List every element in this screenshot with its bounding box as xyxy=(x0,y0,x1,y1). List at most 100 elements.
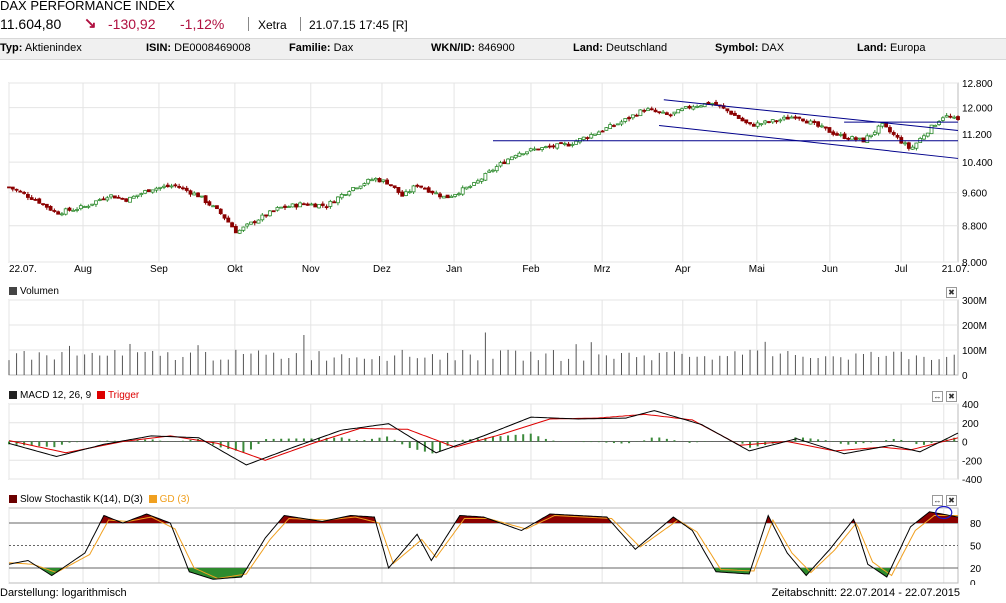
macd-hist-bar xyxy=(280,438,283,442)
candle-body xyxy=(116,196,121,199)
candle-body xyxy=(574,140,579,145)
x-tick-label: Aug xyxy=(74,264,92,275)
candle-body xyxy=(233,226,238,234)
candle-body xyxy=(857,137,862,140)
candle-body xyxy=(120,197,125,200)
candle-body xyxy=(63,208,68,215)
candle-body xyxy=(294,203,299,208)
candle-body xyxy=(305,203,310,206)
gd-label: GD (3) xyxy=(159,494,190,505)
macd-hist-bar xyxy=(348,438,351,442)
candle-body xyxy=(385,179,389,185)
macd-hist-bar xyxy=(491,437,494,442)
candle-body xyxy=(14,188,19,191)
candle-body xyxy=(634,114,639,117)
gd-swatch xyxy=(148,495,157,503)
candle-body xyxy=(86,205,91,208)
candle-body xyxy=(831,131,836,135)
macd-hist-bar xyxy=(393,439,396,442)
macd-hist-bar xyxy=(658,437,661,442)
candle-body xyxy=(52,210,57,212)
scale-info: Darstellung: logarithmisch xyxy=(0,587,127,599)
candle-body xyxy=(619,121,624,125)
candle-body xyxy=(922,135,926,140)
macd-hist-bar xyxy=(953,437,956,442)
candle-body xyxy=(740,117,745,122)
wkn-label: WKN/ID: xyxy=(431,42,475,54)
candle-body xyxy=(313,203,318,208)
candle-body xyxy=(468,185,473,188)
macd-hist-bar xyxy=(907,440,910,442)
candle-body xyxy=(642,109,647,112)
panel-frame xyxy=(8,299,959,376)
candle-body xyxy=(332,201,337,204)
macd-hist-bar xyxy=(862,441,865,444)
candle-body xyxy=(267,210,272,217)
candle-body xyxy=(464,186,469,190)
close-icon[interactable]: ✖ xyxy=(946,391,957,402)
candle-body xyxy=(351,187,355,191)
candle-body xyxy=(506,158,510,165)
macd-hist-bar xyxy=(181,440,184,442)
candle-body xyxy=(44,203,49,208)
macd-hist-bar xyxy=(922,441,925,445)
stoch-swatch xyxy=(9,495,17,503)
macd-hist-bar xyxy=(38,441,41,447)
volume-tick-label: 0 xyxy=(962,371,968,382)
family-value: Dax xyxy=(333,42,354,54)
type-label: Typ: xyxy=(0,42,23,54)
macd-hist-bar xyxy=(287,438,290,442)
candle-body xyxy=(411,185,416,193)
expand-icon[interactable]: ↔ xyxy=(932,391,943,402)
macd-hist-bar xyxy=(60,441,63,445)
candle-body xyxy=(37,198,42,204)
oversold-area xyxy=(9,568,958,580)
close-icon[interactable]: ✖ xyxy=(946,287,957,298)
trendline xyxy=(663,99,959,131)
macd-hist-bar xyxy=(113,440,116,442)
candle-body xyxy=(286,206,291,208)
candle-body xyxy=(260,214,265,221)
candle-body xyxy=(97,199,102,201)
x-tick-label: Dez xyxy=(373,264,391,275)
candle-body xyxy=(513,154,518,159)
macd-hist-bar xyxy=(544,438,547,442)
candle-body xyxy=(842,133,847,139)
down-arrow-icon: ↘ xyxy=(84,15,97,32)
macd-hist-bar xyxy=(45,441,48,447)
type-value: Aktienindex xyxy=(24,42,82,54)
candle-body xyxy=(846,137,851,140)
macd-hist-bar xyxy=(673,440,676,442)
candle-body xyxy=(695,105,700,108)
candle-body xyxy=(10,186,15,190)
macd-hist-bar xyxy=(30,441,33,446)
price-tick-label: 11.200 xyxy=(962,130,992,141)
candle-body xyxy=(472,182,476,186)
panel-frame xyxy=(8,82,959,263)
macd-hist-bar xyxy=(257,441,260,444)
candle-body xyxy=(823,126,828,129)
candle-body xyxy=(876,125,881,134)
macd-hist-bar xyxy=(431,441,434,454)
candle-body xyxy=(585,137,590,139)
dax-chart[interactable]: 8.000 8.800 9.600 10.400 11.200 12.000 12.800 2… xyxy=(0,0,1006,585)
expand-icon[interactable]: ↔ xyxy=(932,495,943,506)
candle-body xyxy=(698,105,703,108)
macd-hist-bar xyxy=(514,434,517,442)
macd-hist-bar xyxy=(665,438,668,442)
candle-body xyxy=(559,142,563,145)
candle-body xyxy=(861,137,866,143)
candle-body xyxy=(275,207,280,211)
macd-hist-bar xyxy=(529,433,532,442)
macd-hist-bar xyxy=(68,441,71,443)
candle-body xyxy=(388,184,393,187)
candle-body xyxy=(906,142,911,149)
close-icon[interactable]: ✖ xyxy=(946,495,957,506)
macd-hist-bar xyxy=(507,435,510,442)
macd-hist-bar xyxy=(650,437,653,442)
candle-body xyxy=(494,166,499,172)
candle-body xyxy=(434,192,439,195)
candle-body xyxy=(241,226,246,231)
candle-body xyxy=(952,116,957,119)
macd-hist-bar xyxy=(915,441,918,445)
